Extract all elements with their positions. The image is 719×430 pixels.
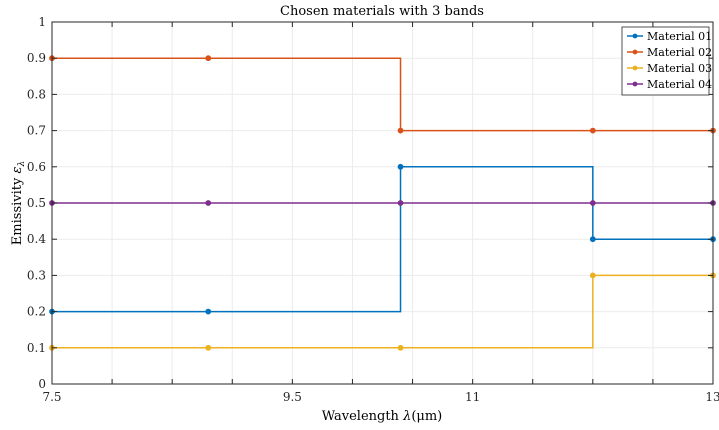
data-point-material-3: [397, 344, 404, 351]
y-tick-label: 0.3: [27, 268, 46, 282]
data-point-material-1: [589, 236, 596, 243]
data-point-material-4: [205, 200, 212, 206]
y-axis-label-symbol: ε: [10, 167, 25, 174]
series-layer: [49, 55, 716, 351]
y-axis-label-text: Emissivity: [10, 174, 25, 246]
data-point-material-3: [205, 344, 212, 351]
y-axis-label: Emissivity ελ: [10, 161, 27, 245]
x-tick-label: 11: [465, 390, 480, 404]
data-point-material-1: [397, 163, 404, 170]
legend-marker-material-2: [632, 49, 638, 55]
data-point-material-4: [397, 200, 404, 206]
legend-marker-material-4: [632, 81, 638, 87]
legend-label-material-1: Material 01: [647, 30, 712, 43]
data-point-material-3: [589, 272, 596, 279]
legend-marker-material-1: [632, 33, 638, 39]
y-tick-label: 0.5: [27, 196, 46, 210]
data-point-material-4: [589, 200, 596, 206]
chart-title: Chosen materials with 3 bands: [280, 4, 484, 19]
x-axis-label: Wavelength λ(μm): [322, 409, 442, 424]
tick-marks: [51, 21, 714, 385]
y-tick-label: 1: [38, 15, 46, 29]
y-tick-label: 0: [38, 377, 46, 391]
series-line-material-3: [52, 274, 713, 349]
x-tick-label: 13: [705, 390, 719, 404]
y-tick-label: 0.8: [27, 87, 46, 101]
x-axis-label-text: Wavelength: [322, 409, 403, 424]
tick-labels: 7.5 9.5 11 13 0 0.1 0.2 0.3 0.4 0.5 0.6 0.7 0.8 0.9 1: [27, 15, 719, 404]
y-tick-label: 0.9: [27, 51, 46, 65]
y-tick-label: 0.4: [27, 232, 46, 246]
legend: Material 01 Material 02 Material 03 Materia…: [621, 26, 712, 96]
data-point-material-2: [589, 127, 596, 134]
y-tick-label: 0.7: [27, 124, 46, 138]
data-point-material-2: [205, 55, 212, 62]
y-axis-label-subscript: λ: [17, 161, 27, 168]
legend-label-material-4: Material 04: [647, 78, 712, 91]
legend-label-material-2: Material 02: [647, 46, 712, 59]
data-point-material-2: [397, 127, 404, 134]
y-tick-label: 0.2: [27, 305, 46, 319]
legend-marker-material-3: [632, 65, 638, 71]
y-tick-label: 0.6: [27, 160, 46, 174]
legend-label-material-3: Material 03: [647, 62, 712, 75]
series-line-material-2: [52, 57, 713, 132]
x-tick-label: 7.5: [42, 390, 61, 404]
x-tick-label: 9.5: [283, 390, 302, 404]
data-point-material-1: [205, 308, 212, 315]
x-axis-label-unit: (μm): [411, 409, 442, 424]
x-axis-label-symbol: λ: [402, 409, 411, 424]
y-tick-label: 0.1: [27, 341, 46, 355]
